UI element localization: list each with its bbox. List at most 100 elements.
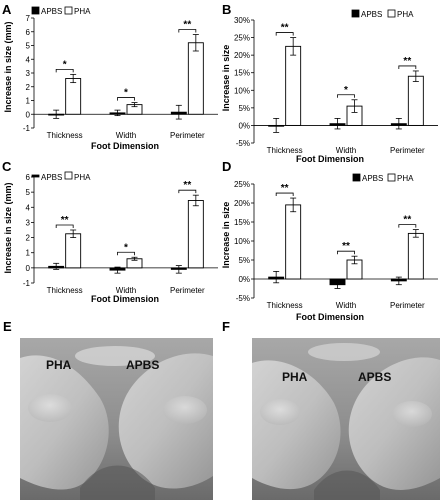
- panel-letter-b: B: [222, 2, 231, 17]
- category-label-c: Width: [116, 286, 136, 295]
- chart-panel-d: D Increase in size Foot Dimension APBS P…: [221, 159, 438, 322]
- legend-swatch-apbs-c: [31, 174, 40, 178]
- significance-bracket-b: [398, 65, 417, 69]
- x-axis-label-c: Foot Dimension: [91, 294, 159, 304]
- y-tick-label-a: 2: [26, 83, 31, 92]
- bar-pha-a: [65, 78, 82, 115]
- y-tick-label-b: 10%: [234, 86, 250, 95]
- photo-panel-e: E PHA APBS: [3, 319, 213, 500]
- y-tick-label-b: -5%: [236, 139, 250, 148]
- bar-pha-b: [407, 75, 424, 126]
- legend-swatch-pha-b: [387, 9, 396, 18]
- y-tick-label-d: 10%: [234, 237, 250, 246]
- chart-panel-a: A Increase in size (mm) Foot Dimension A…: [2, 2, 218, 151]
- significance-label-b: **: [281, 23, 289, 34]
- category-label-c: Thickness: [47, 286, 83, 295]
- category-label-c: Perimeter: [170, 286, 205, 295]
- legend-label-apbs-c: APBS: [41, 173, 62, 182]
- legend-d: APBS PHA: [352, 173, 414, 183]
- photo-label-pha-f: PHA: [282, 370, 308, 384]
- significance-label-b: *: [344, 85, 348, 96]
- y-tick-label-c: 1: [26, 249, 31, 258]
- legend-swatch-pha-d: [387, 173, 396, 182]
- y-tick-label-c: 4: [26, 203, 31, 212]
- panel-letter-e: E: [3, 319, 12, 334]
- y-tick-label-d: 20%: [234, 199, 250, 208]
- significance-bracket-c: [55, 224, 74, 228]
- y-tick-label-a: 1: [26, 97, 31, 106]
- significance-bracket-c: [178, 189, 197, 194]
- y-tick-label-a: 6: [26, 28, 31, 37]
- y-tick-label-b: 5%: [238, 104, 250, 113]
- category-label-b: Width: [336, 146, 356, 155]
- significance-bracket-a: [55, 68, 74, 73]
- panel-letter-a: A: [2, 2, 12, 17]
- bar-pha-a: [187, 42, 204, 115]
- y-axis-label-c: Increase in size (mm): [3, 182, 13, 273]
- significance-label-c: **: [61, 215, 69, 226]
- x-axis-label-b: Foot Dimension: [296, 154, 364, 164]
- significance-label-a: **: [183, 20, 191, 31]
- category-label-d: Width: [336, 301, 356, 310]
- y-tick-label-d: -5%: [236, 294, 250, 303]
- x-axis-label-a: Foot Dimension: [91, 141, 159, 151]
- bar-pha-c: [187, 200, 204, 269]
- bar-pha-c: [65, 233, 82, 269]
- y-tick-label-c: 0: [26, 264, 31, 273]
- legend-c: APBS PHA: [31, 171, 91, 182]
- bar-pha-d: [407, 232, 424, 280]
- legend-label-pha-c: PHA: [74, 173, 91, 182]
- y-tick-label-c: 5: [26, 188, 31, 197]
- y-tick-label-b: 0%: [238, 121, 250, 130]
- legend-label-pha-b: PHA: [397, 10, 414, 19]
- y-axis-label-a: Increase in size (mm): [3, 21, 13, 112]
- legend-swatch-pha-a: [64, 6, 73, 15]
- y-tick-label-c: 6: [26, 173, 31, 182]
- y-tick-label-b: 15%: [234, 69, 250, 78]
- y-tick-label-c: 2: [26, 234, 31, 243]
- category-label-a: Width: [116, 131, 136, 140]
- significance-bracket-d: [337, 250, 355, 255]
- photo-label-apbs-f: APBS: [358, 370, 391, 384]
- photo-label-pha-e: PHA: [46, 358, 72, 372]
- y-tick-label-a: -1: [23, 124, 31, 133]
- y-tick-label-a: 7: [26, 14, 31, 23]
- y-axis-label-b: Increase in size: [221, 45, 231, 112]
- y-tick-label-d: 0%: [238, 275, 250, 284]
- significance-label-c: **: [183, 180, 191, 191]
- y-tick-label-b: 30%: [234, 16, 250, 25]
- significance-label-d: **: [281, 183, 289, 194]
- significance-label-b: **: [403, 56, 411, 67]
- bar-pha-b: [285, 45, 302, 126]
- y-tick-label-a: 4: [26, 55, 31, 64]
- legend-swatch-pha-c: [64, 171, 73, 180]
- y-tick-label-c: 3: [26, 218, 31, 227]
- x-axis-label-d: Foot Dimension: [296, 312, 364, 322]
- legend-label-pha-a: PHA: [74, 7, 91, 16]
- photo-label-apbs-e: APBS: [126, 358, 159, 372]
- category-label-a: Perimeter: [170, 131, 205, 140]
- bar-pha-d: [285, 204, 302, 280]
- y-tick-label-d: 25%: [234, 180, 250, 189]
- significance-bracket-a: [117, 97, 135, 101]
- legend-label-apbs-d: APBS: [362, 174, 383, 183]
- significance-bracket-b: [275, 32, 294, 36]
- y-tick-label-a: 5: [26, 42, 31, 51]
- significance-bracket-b: [337, 94, 355, 98]
- photo-panel-f: F PHA APBS: [222, 319, 440, 500]
- chart-panel-b: B Increase in size Foot Dimension APBS P…: [221, 2, 438, 164]
- significance-label-d: **: [403, 215, 411, 226]
- category-label-a: Thickness: [47, 131, 83, 140]
- y-tick-label-c: -1: [23, 279, 31, 288]
- category-label-b: Perimeter: [390, 146, 425, 155]
- category-label-d: Perimeter: [390, 301, 425, 310]
- significance-label-a: *: [63, 59, 67, 70]
- significance-label-a: *: [124, 88, 128, 99]
- significance-label-c: *: [124, 242, 128, 253]
- panel-letter-c: C: [2, 159, 12, 174]
- y-tick-label-b: 20%: [234, 51, 250, 60]
- significance-bracket-a: [178, 29, 197, 33]
- y-tick-label-a: 0: [26, 110, 31, 119]
- legend-label-apbs-b: APBS: [361, 10, 382, 19]
